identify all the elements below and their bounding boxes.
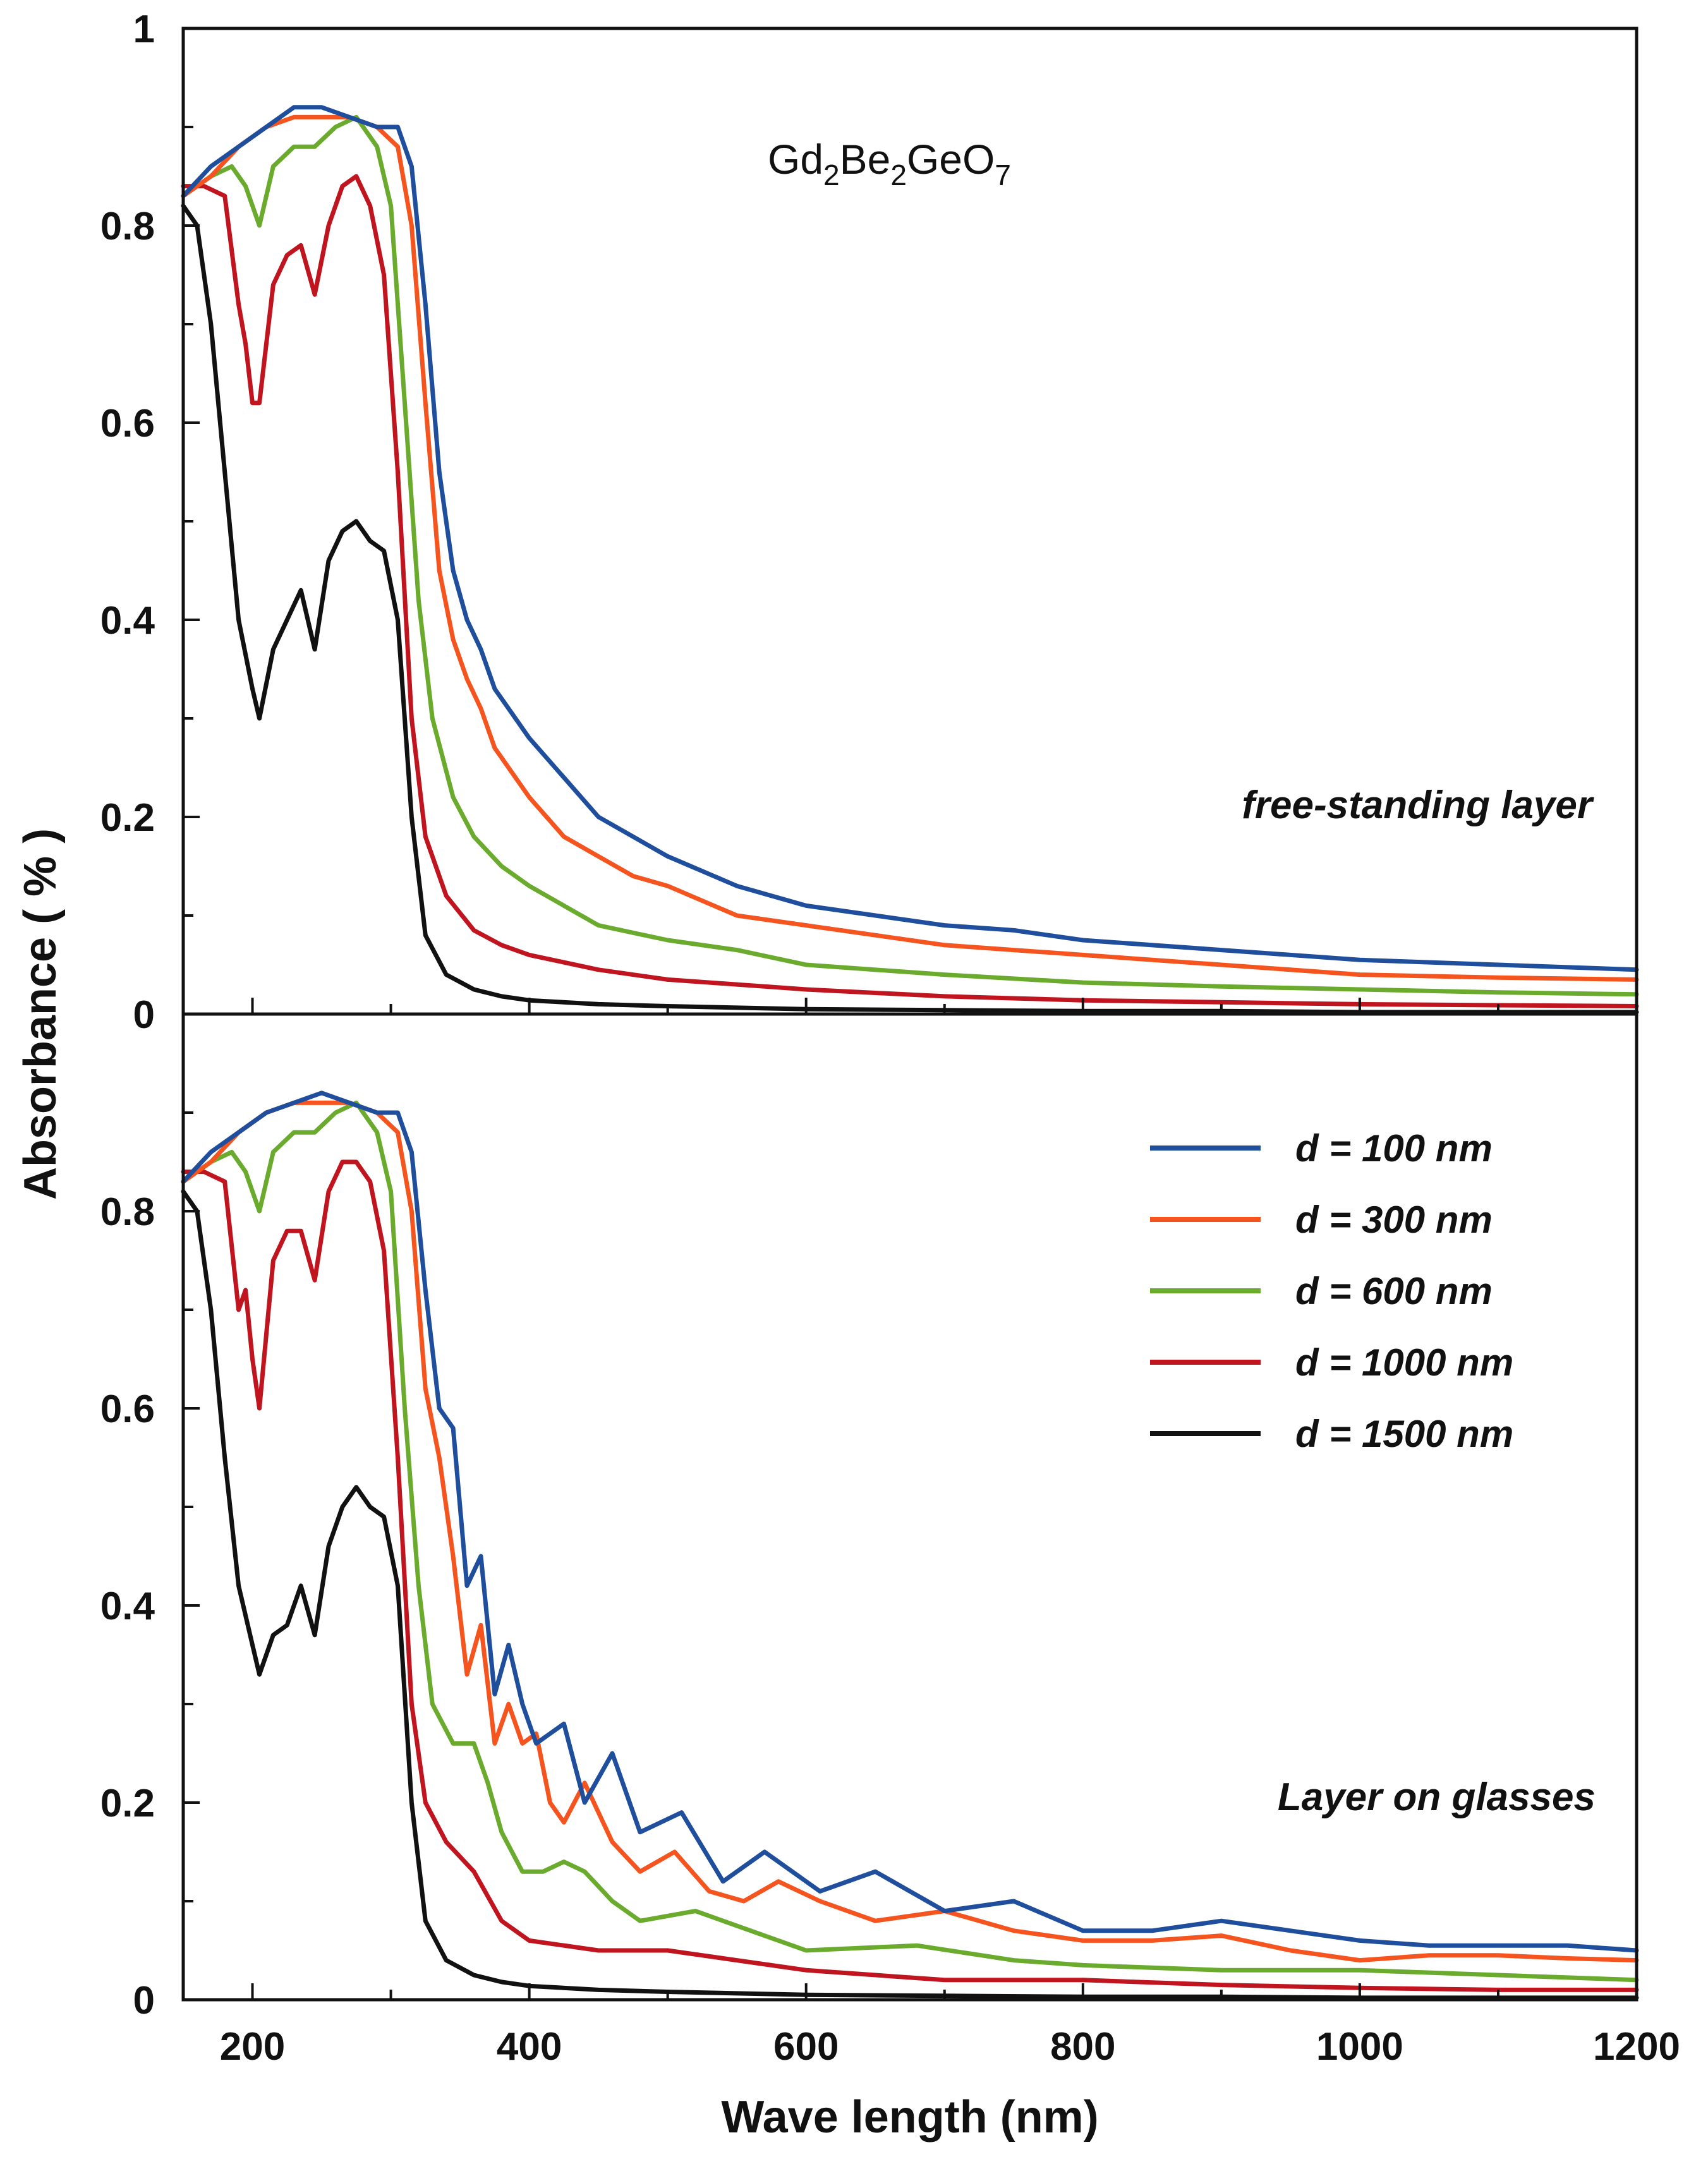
legend-label: d = 1000 nm (1295, 1341, 1513, 1384)
top-y-tick-label: 0.6 (100, 402, 155, 445)
bottom-y-tick-label: 0.6 (100, 1387, 155, 1431)
legend-label: d = 100 nm (1295, 1127, 1493, 1170)
bottom-panel-y-tick-labels: 0 0.2 0.4 0.6 0.8 (100, 1190, 155, 2022)
top-panel: 0 0.2 0.4 0.6 0.8 1 Gd2Be2GeO7 free-standing … (100, 8, 1639, 1037)
top-y-tick-label: 0.2 (100, 796, 155, 840)
x-tick-labels: 200 400 600 800 1000 1200 (220, 2025, 1680, 2069)
top-panel-annotation: free-standing layer (1242, 783, 1594, 827)
top-panel-ticks (183, 126, 1638, 1014)
chemical-formula: Gd2Be2GeO7 (768, 136, 1011, 191)
bottom-y-tick-label: 0 (133, 1979, 155, 2022)
top-series-3 (181, 174, 1639, 1008)
bottom-panel-annotation: Layer on glasses (1278, 1775, 1596, 1819)
top-panel-y-tick-labels: 0 0.2 0.4 0.6 0.8 1 (100, 8, 155, 1037)
top-series-2 (181, 114, 1639, 997)
bottom-series-3 (181, 1159, 1639, 1992)
top-y-tick-label: 1 (133, 8, 155, 51)
bottom-series-2 (181, 1100, 1639, 1983)
bottom-y-tick-label: 0.8 (100, 1190, 155, 1234)
legend-label: d = 600 nm (1295, 1270, 1493, 1312)
top-y-tick-label: 0.4 (100, 599, 155, 643)
y-axis-title: Absorbance ( % ) (15, 828, 66, 1200)
x-tick-label: 1200 (1593, 2025, 1680, 2069)
bottom-series-0 (181, 1091, 1639, 1953)
x-tick-label: 1000 (1316, 2025, 1403, 2069)
bottom-series-4 (181, 1189, 1639, 2000)
x-tick-label: 800 (1050, 2025, 1115, 2069)
bottom-panel: 0 0.2 0.4 0.6 0.8 200 400 600 800 1000 1200 Layer… (100, 1012, 1680, 2069)
bottom-panel-frame (181, 1012, 1638, 2002)
x-axis-title: Wave length (nm) (721, 2092, 1098, 2143)
top-series-4 (181, 203, 1639, 1015)
legend-label: d = 1500 nm (1295, 1413, 1513, 1455)
legend: d = 100 nm d = 300 nm d = 600 nm d = 1000 n… (1150, 1127, 1513, 1455)
x-tick-label: 200 (220, 2025, 285, 2069)
x-tick-label: 600 (773, 2025, 839, 2069)
top-panel-curves (181, 105, 1639, 1015)
top-series-1 (181, 114, 1639, 982)
legend-label: d = 300 nm (1295, 1199, 1493, 1241)
top-y-tick-label: 0 (133, 993, 155, 1037)
top-y-tick-label: 0.8 (100, 205, 155, 248)
bottom-panel-curves (181, 1091, 1639, 2000)
bottom-y-tick-label: 0.2 (100, 1782, 155, 1825)
x-tick-label: 400 (497, 2025, 562, 2069)
top-series-0 (181, 105, 1639, 972)
bottom-y-tick-label: 0.4 (100, 1585, 155, 1628)
